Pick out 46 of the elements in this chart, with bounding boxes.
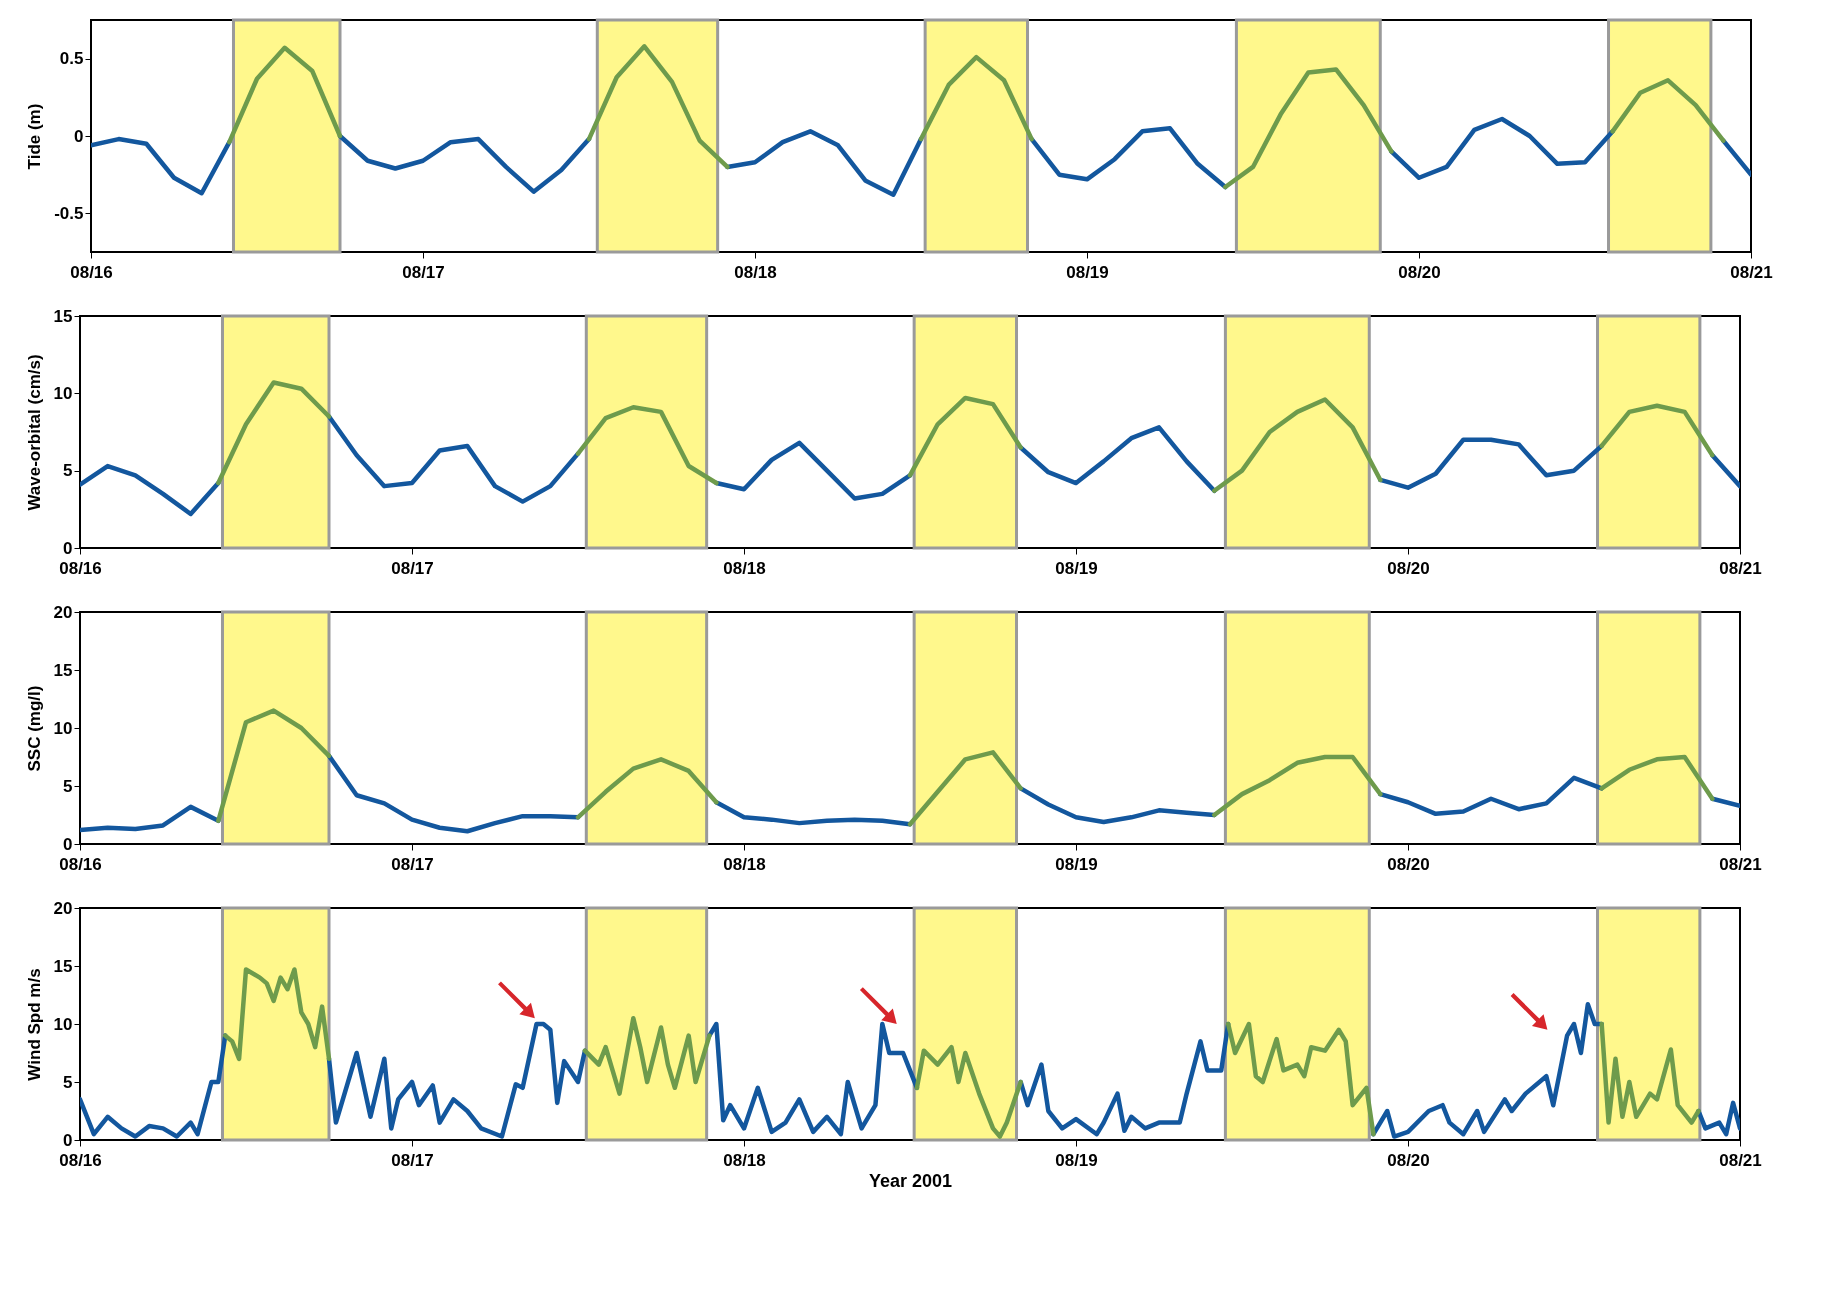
x-tick-label: 08/18 — [723, 854, 766, 874]
y-tick-label: 5 — [63, 1072, 73, 1092]
x-tick-label: 08/19 — [1066, 262, 1109, 282]
x-tick-label: 08/21 — [1719, 558, 1762, 578]
y-tick-label: 0 — [63, 834, 73, 854]
x-tick-label: 08/19 — [1055, 1150, 1098, 1170]
x-tick-label: 08/21 — [1719, 854, 1762, 874]
x-tick-label: 08/21 — [1719, 1150, 1762, 1170]
y-tick-label: 15 — [53, 660, 73, 680]
y-axis-title: SSC (mg/l) — [24, 685, 44, 772]
x-tick-label: 08/16 — [59, 558, 102, 578]
x-tick-label: 08/16 — [59, 1150, 102, 1170]
y-tick-label: 20 — [53, 602, 73, 622]
x-tick-label: 08/19 — [1055, 558, 1098, 578]
x-tick-label: 08/17 — [391, 558, 434, 578]
x-tick-label: 08/16 — [70, 262, 113, 282]
y-tick-label: 5 — [63, 776, 73, 796]
x-tick-label: 08/19 — [1055, 854, 1098, 874]
x-tick-label: 08/20 — [1387, 854, 1430, 874]
y-tick-label: 20 — [53, 898, 73, 918]
y-axis-title: Wave-orbital (cm/s) — [24, 354, 44, 511]
y-tick-label: 0 — [63, 1130, 73, 1150]
x-tick-label: 08/20 — [1398, 262, 1441, 282]
y-tick-label: 5 — [63, 461, 73, 481]
y-axis-title: Tide (m) — [25, 103, 45, 170]
x-tick-label: 08/20 — [1387, 558, 1430, 578]
x-tick-label: 08/20 — [1387, 1150, 1430, 1170]
x-tick-label: 08/17 — [402, 262, 445, 282]
x-tick-label: 08/21 — [1730, 262, 1773, 282]
x-tick-label: 08/18 — [734, 262, 777, 282]
x-tick-label: 08/18 — [723, 1150, 766, 1170]
y-tick-label: 15 — [53, 956, 73, 976]
y-tick-label: 10 — [53, 1014, 73, 1034]
x-tick-label: 08/18 — [723, 558, 766, 578]
y-tick-label: 0.5 — [59, 49, 84, 69]
y-axis-title: Wind Spd m/s — [24, 968, 44, 1081]
y-tick-label: 15 — [53, 306, 73, 326]
y-tick-label: 0 — [74, 126, 84, 146]
x-axis-title: Year 2001 — [868, 1170, 953, 1191]
x-tick-label: 08/17 — [391, 854, 434, 874]
y-tick-label: 0 — [63, 538, 73, 558]
y-tick-label: -0.5 — [54, 203, 84, 223]
x-tick-label: 08/17 — [391, 1150, 434, 1170]
y-tick-label: 10 — [53, 718, 73, 738]
y-tick-label: 10 — [53, 383, 73, 403]
x-tick-label: 08/16 — [59, 854, 102, 874]
